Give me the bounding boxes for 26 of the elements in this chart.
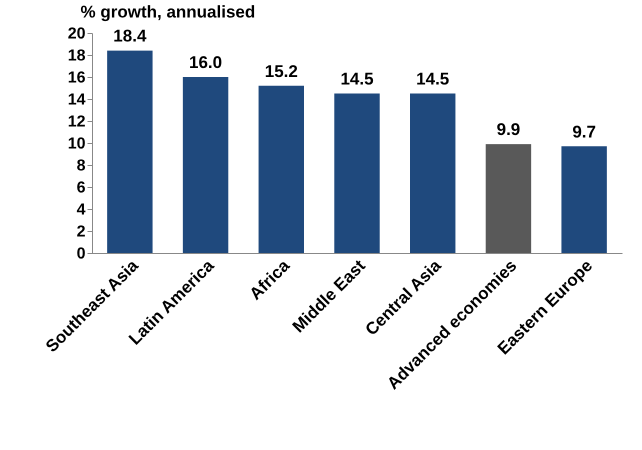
y-tick-label: 16 [68, 70, 86, 86]
data-label: 15.2 [264, 62, 298, 81]
bar [561, 146, 607, 253]
y-tick-label: 0 [76, 246, 86, 262]
y-tick-label: 12 [68, 114, 86, 130]
bar [182, 77, 228, 253]
data-label: 14.5 [416, 70, 450, 88]
bar [107, 50, 153, 253]
data-label: 16.0 [189, 53, 222, 72]
y-tick-label: 2 [76, 224, 86, 240]
y-tick-label: 4 [76, 202, 86, 218]
y-tick-label: 8 [76, 158, 86, 174]
y-tick-label: 10 [68, 136, 86, 152]
bar [258, 86, 304, 253]
bar [410, 94, 456, 253]
bar [334, 94, 380, 253]
data-label: 9.9 [496, 120, 520, 140]
data-label: 18.4 [113, 26, 147, 46]
data-label: 14.5 [340, 70, 374, 88]
data-label: 9.7 [572, 122, 596, 142]
y-tick-label: 20 [68, 26, 86, 42]
y-axis-title: % growth, annualised [80, 2, 256, 22]
y-tick-label: 14 [68, 92, 86, 108]
y-tick-label: 18 [68, 48, 86, 64]
y-tick-label: 6 [76, 180, 86, 196]
bar [486, 144, 532, 253]
